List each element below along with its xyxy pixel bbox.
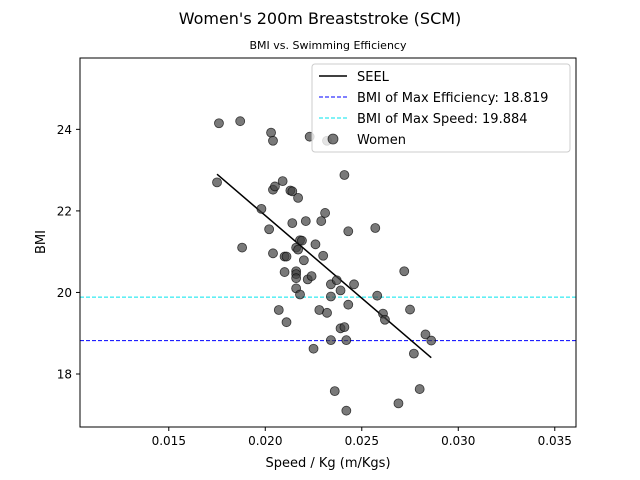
data-point: [426, 335, 437, 346]
data-point: [349, 279, 359, 290]
legend: SEEL BMI of Max Efficiency: 18.819 BMI o…: [311, 63, 571, 153]
data-point: [325, 291, 336, 302]
y-tick-label: 24: [57, 123, 72, 137]
chart-title: Women's 200m Breaststroke (SCM): [179, 9, 462, 28]
x-tick-label: 0.015: [152, 434, 186, 448]
legend-label-seel: SEEL: [357, 70, 390, 85]
data-point: [281, 317, 292, 328]
data-point: [420, 329, 431, 340]
data-point: [214, 118, 224, 129]
data-point: [343, 299, 354, 310]
data-point: [291, 273, 302, 284]
data-point: [266, 127, 276, 138]
data-point: [325, 335, 336, 346]
data-point: [212, 177, 222, 188]
x-tick-label: 0.035: [538, 434, 572, 448]
data-point: [339, 170, 350, 180]
data-point: [308, 343, 319, 354]
legend-swatch-women: [327, 133, 339, 145]
data-point: [295, 289, 305, 300]
x-tick-label: 0.020: [248, 434, 282, 448]
data-point: [335, 285, 346, 296]
data-point: [343, 226, 354, 237]
data-point: [264, 224, 275, 235]
y-tick-label: 20: [57, 286, 72, 300]
x-tick-label: 0.025: [345, 434, 379, 448]
data-point: [399, 266, 410, 277]
data-point: [287, 186, 298, 197]
data-point: [372, 290, 383, 301]
data-point: [281, 251, 292, 262]
data-point: [297, 235, 307, 246]
legend-label-max-efficiency: BMI of Max Efficiency: 18.819: [357, 91, 548, 106]
data-point: [322, 307, 332, 318]
data-point: [293, 244, 303, 255]
reference-lines: [80, 296, 576, 342]
data-point: [329, 386, 340, 397]
seel-line: [216, 173, 432, 359]
data-point: [320, 208, 331, 218]
data-point: [300, 216, 311, 226]
legend-label-women: Women: [357, 133, 406, 148]
y-axis-label: BMI: [34, 230, 49, 254]
data-point: [380, 314, 390, 325]
data-point: [331, 275, 342, 286]
data-point: [268, 248, 278, 259]
data-point: [256, 203, 267, 214]
seel-line-group: [216, 173, 432, 359]
data-point: [268, 135, 278, 146]
data-point: [370, 223, 381, 233]
data-point: [414, 384, 425, 394]
data-point: [235, 116, 246, 127]
data-point: [287, 218, 298, 229]
data-point: [316, 216, 327, 226]
data-point: [277, 176, 288, 187]
data-point: [341, 335, 352, 346]
data-point: [393, 398, 404, 409]
data-point: [408, 348, 419, 359]
plot-area-frame: [79, 57, 577, 428]
data-point: [293, 192, 303, 203]
y-tick-label: 18: [57, 367, 72, 381]
chart-subtitle: BMI vs. Swimming Efficiency: [250, 39, 407, 52]
data-point: [273, 305, 284, 315]
x-axis: 0.015 0.020 0.025 0.030 0.035: [152, 427, 572, 448]
data-point: [298, 255, 309, 266]
data-point: [339, 322, 350, 333]
data-point: [237, 242, 248, 253]
x-tick-label: 0.030: [441, 434, 475, 448]
data-point: [318, 250, 329, 261]
data-point: [270, 181, 280, 192]
x-axis-label: Speed / Kg (m/Kgs): [265, 456, 390, 471]
legend-box: [311, 63, 571, 153]
data-point: [310, 239, 321, 250]
data-point: [405, 304, 415, 315]
y-axis: 18 20 22 24: [57, 123, 80, 381]
data-point: [341, 405, 352, 416]
y-tick-label: 22: [57, 204, 72, 218]
data-point: [306, 271, 317, 282]
legend-label-max-speed: BMI of Max Speed: 19.884: [357, 112, 528, 127]
data-point: [279, 267, 290, 277]
